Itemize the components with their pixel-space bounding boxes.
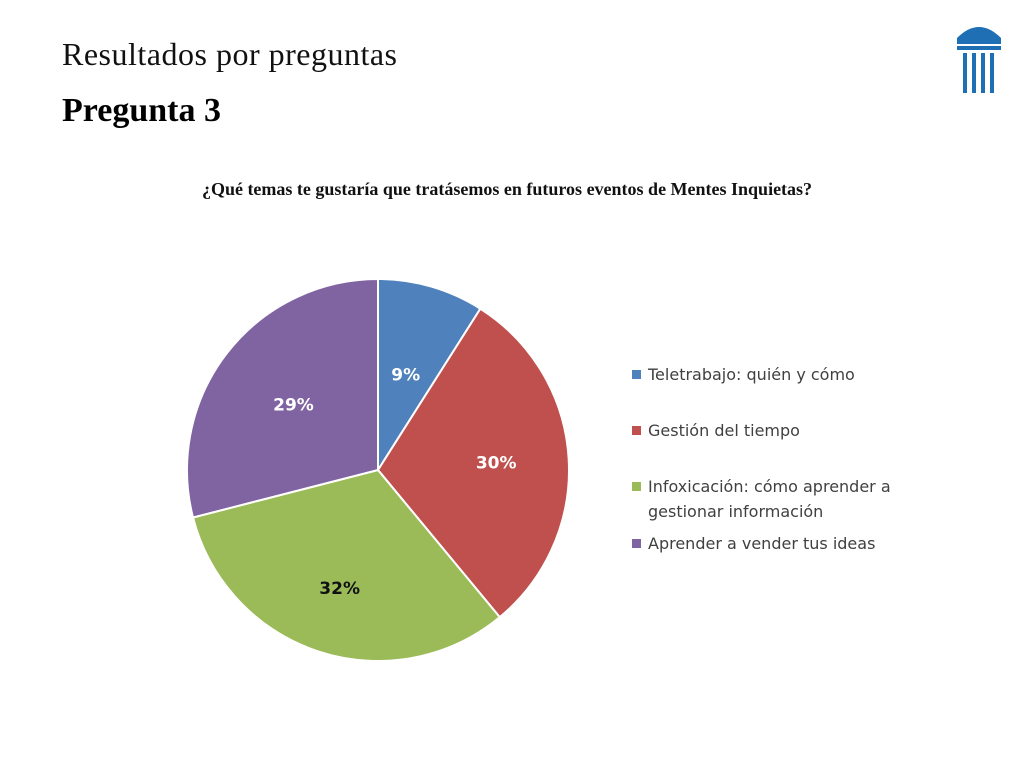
pie-slice bbox=[377, 277, 482, 474]
legend-label: Aprender a vender tus ideas bbox=[648, 534, 876, 553]
pie-slice bbox=[186, 277, 379, 519]
legend-item: Aprender a vender tus ideas bbox=[632, 531, 932, 556]
legend-swatch bbox=[632, 426, 641, 435]
slide-subtitle: Pregunta 3 bbox=[62, 92, 221, 129]
legend-label: Infoxicación: cómo aprender a gestionar … bbox=[648, 477, 891, 521]
slide-title: Resultados por preguntas bbox=[62, 36, 398, 72]
legend-swatch bbox=[632, 370, 641, 379]
legend-label: Gestión del tiempo bbox=[648, 421, 800, 440]
legend-swatch bbox=[632, 539, 641, 548]
data-label: 30% bbox=[476, 454, 517, 474]
university-logo-icon bbox=[957, 27, 1001, 93]
legend-swatch bbox=[632, 482, 641, 491]
chart-title: ¿Qué temas te gustaría que tratásemos en… bbox=[201, 179, 813, 199]
data-label: 9% bbox=[391, 366, 420, 386]
pie-slice bbox=[376, 307, 570, 619]
chart-legend: Teletrabajo: quién y cómo Gestión del tie… bbox=[632, 362, 932, 556]
legend-item: Gestión del tiempo bbox=[632, 418, 932, 443]
legend-item: Infoxicación: cómo aprender a gestionar … bbox=[632, 474, 932, 524]
legend-label: Teletrabajo: quién y cómo bbox=[648, 365, 855, 384]
legend-item: Teletrabajo: quién y cómo bbox=[632, 362, 932, 387]
data-label: 29% bbox=[273, 395, 314, 415]
pie-slice bbox=[191, 468, 502, 662]
data-label: 32% bbox=[319, 579, 360, 599]
